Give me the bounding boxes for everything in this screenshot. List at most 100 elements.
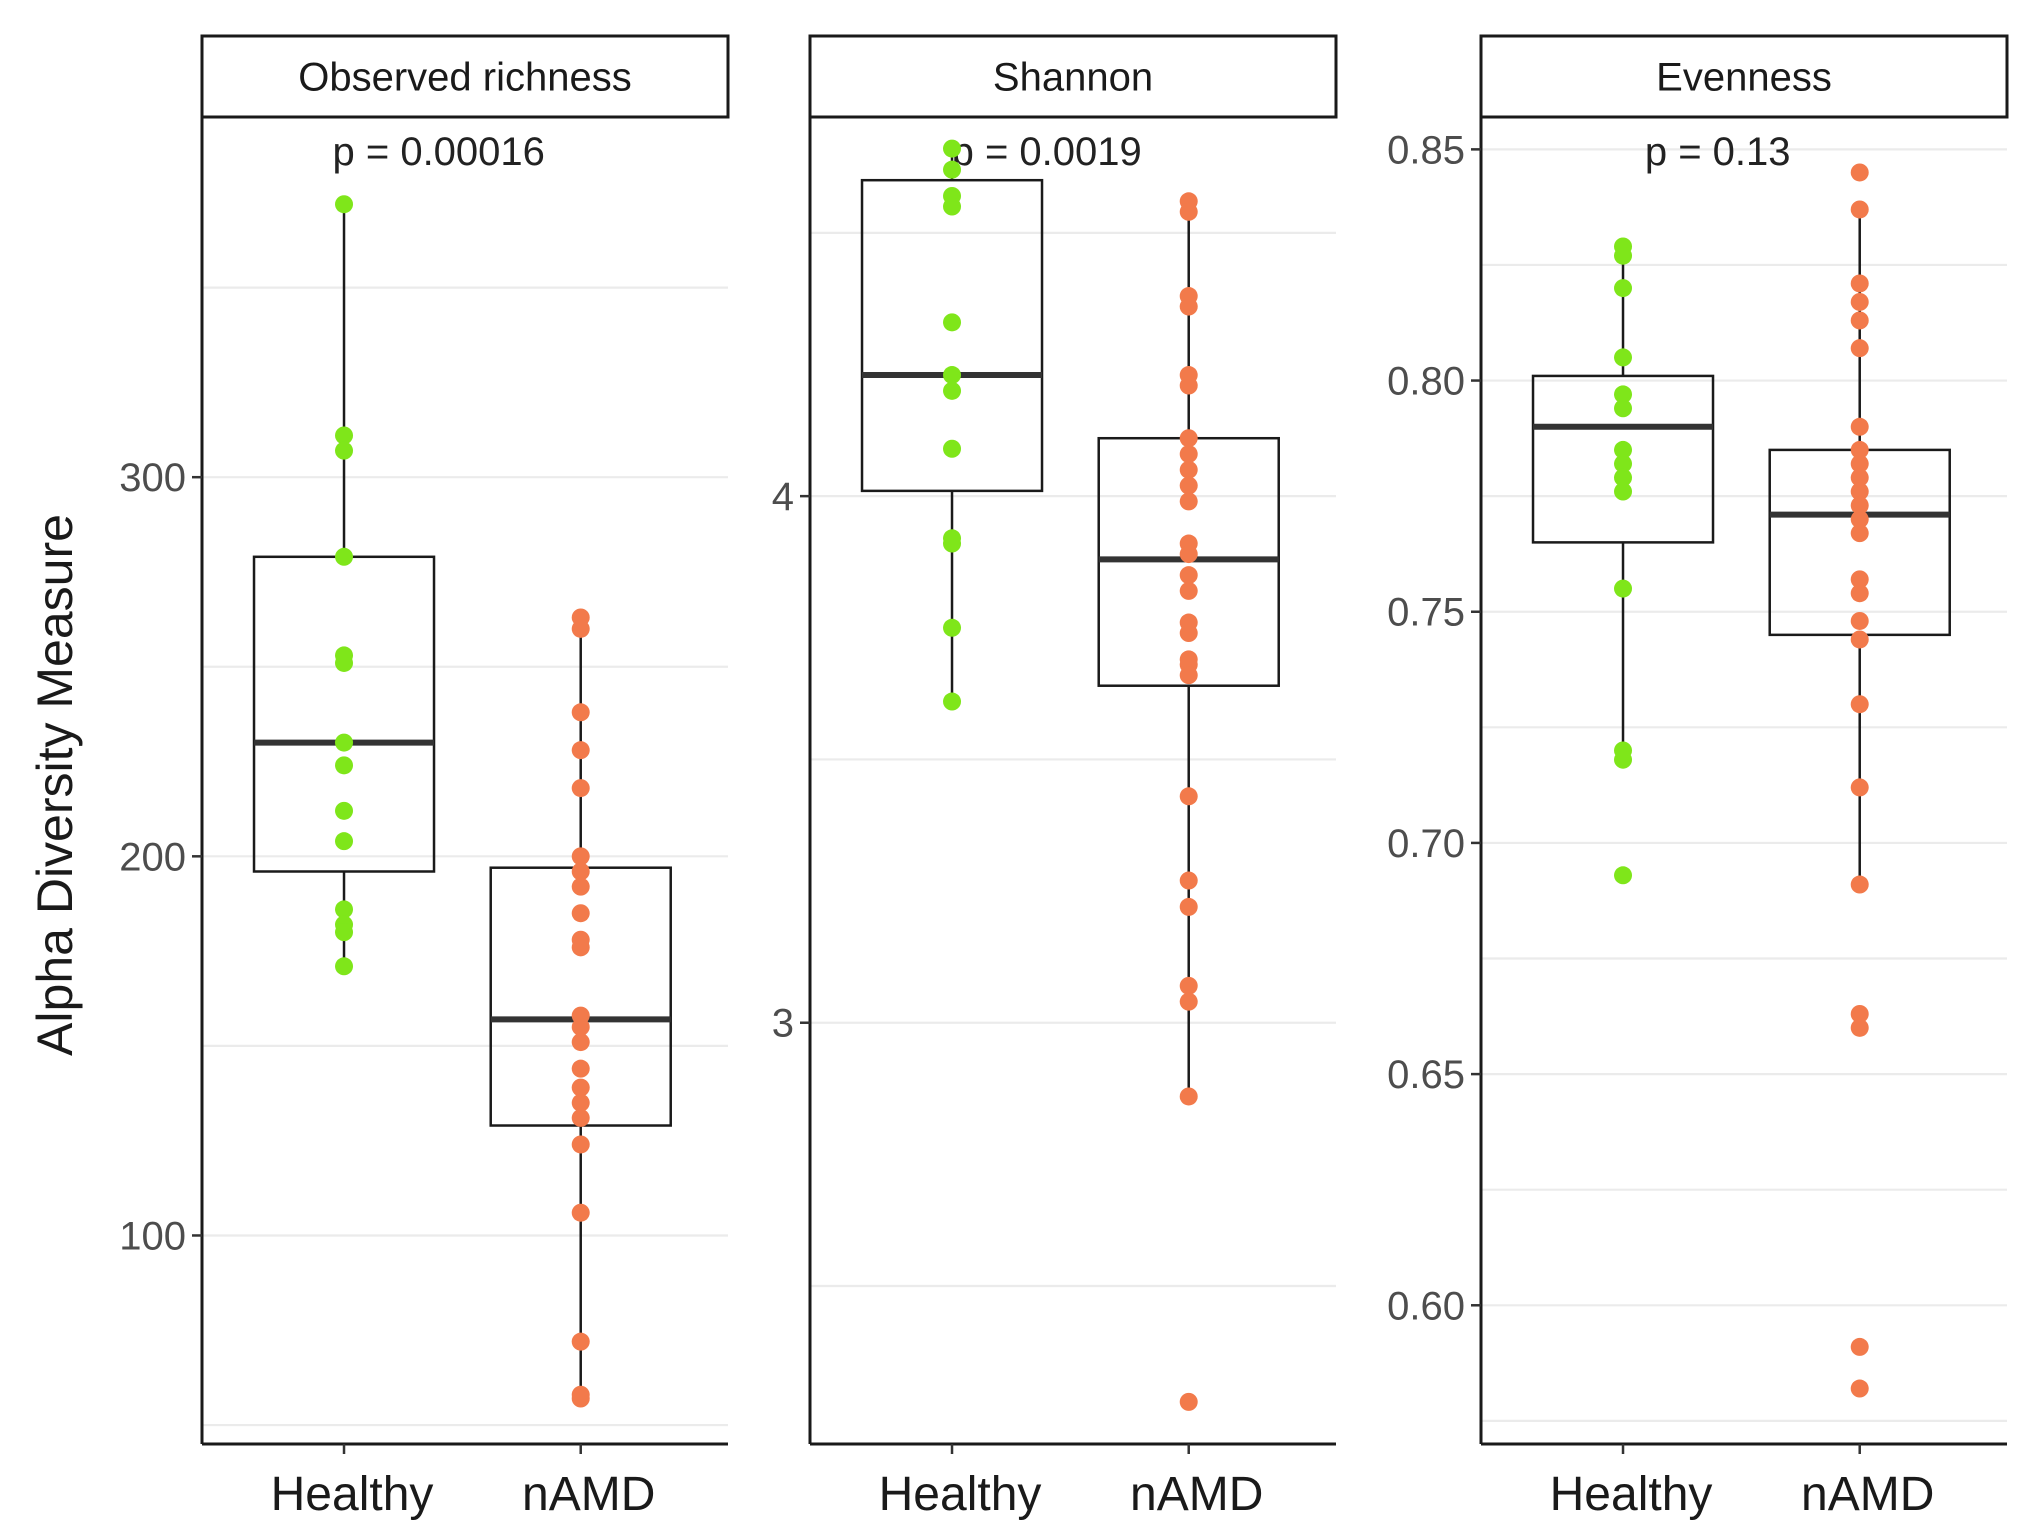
data-point bbox=[1850, 695, 1869, 714]
data-point bbox=[571, 938, 590, 957]
box-iqr bbox=[252, 555, 436, 873]
data-point bbox=[1179, 297, 1198, 316]
points-namd bbox=[571, 608, 590, 1408]
points-namd bbox=[1179, 192, 1198, 1411]
data-point bbox=[943, 160, 962, 179]
y-tick-label: 0.75 bbox=[1387, 591, 1465, 635]
x-tick-label: nAMD bbox=[1130, 1468, 1263, 1521]
facet-strip bbox=[200, 34, 730, 119]
box-healthy bbox=[860, 148, 1044, 702]
data-point bbox=[943, 534, 962, 553]
box-healthy bbox=[252, 204, 436, 967]
y-tick-label: 0.60 bbox=[1387, 1284, 1465, 1328]
data-point bbox=[1614, 279, 1633, 298]
panel-shannon: Shannon 3 4 Healthy nAMD p = 0.0019 bbox=[772, 34, 1338, 1521]
y-tick-label: 0.70 bbox=[1387, 822, 1465, 866]
data-point bbox=[571, 877, 590, 896]
box-iqr bbox=[1531, 374, 1715, 544]
data-point bbox=[335, 547, 354, 566]
data-point bbox=[1179, 624, 1198, 643]
data-point bbox=[943, 381, 962, 400]
box-iqr bbox=[860, 178, 1044, 493]
data-point bbox=[571, 1203, 590, 1222]
data-point bbox=[1614, 348, 1633, 367]
data-point bbox=[1850, 630, 1869, 649]
data-point bbox=[335, 756, 354, 775]
data-point bbox=[1850, 1379, 1869, 1398]
data-point bbox=[1850, 584, 1869, 603]
facet-strip bbox=[1479, 34, 2009, 119]
data-point bbox=[1179, 992, 1198, 1011]
x-tick-label: Healthy bbox=[1550, 1468, 1713, 1521]
data-point bbox=[335, 426, 354, 445]
data-point bbox=[1179, 492, 1198, 511]
data-point bbox=[335, 195, 354, 214]
data-point bbox=[1179, 545, 1198, 564]
data-point bbox=[1614, 454, 1633, 473]
x-tick-label: nAMD bbox=[522, 1468, 655, 1521]
data-point bbox=[1614, 482, 1633, 501]
data-point bbox=[1179, 460, 1198, 479]
y-axis-label: Alpha Diversity Measure bbox=[27, 514, 83, 1056]
gridlines bbox=[810, 231, 1336, 1288]
data-point bbox=[1850, 339, 1869, 358]
data-point bbox=[1850, 496, 1869, 515]
data-point bbox=[1850, 292, 1869, 311]
data-point bbox=[1850, 611, 1869, 630]
data-point bbox=[571, 1033, 590, 1052]
data-point bbox=[1179, 376, 1198, 395]
data-point bbox=[1179, 566, 1198, 585]
data-point bbox=[1179, 871, 1198, 890]
data-point bbox=[335, 733, 354, 752]
data-point bbox=[943, 618, 962, 637]
y-tick-label: 0.85 bbox=[1387, 128, 1465, 172]
y-tick-label: 4 bbox=[772, 475, 794, 519]
data-point bbox=[1850, 200, 1869, 219]
data-point bbox=[571, 1332, 590, 1351]
data-point bbox=[1850, 875, 1869, 894]
data-point bbox=[1850, 163, 1869, 182]
data-point bbox=[571, 1389, 590, 1408]
data-point bbox=[1179, 445, 1198, 464]
y-tick-label: 0.80 bbox=[1387, 360, 1465, 404]
data-point bbox=[1850, 440, 1869, 459]
data-point bbox=[1614, 385, 1633, 404]
data-point bbox=[571, 862, 590, 881]
y-tick-label: 3 bbox=[772, 1002, 794, 1046]
facet-strip bbox=[808, 34, 1338, 119]
data-point bbox=[335, 653, 354, 672]
data-point bbox=[943, 313, 962, 332]
x-tick-label: Healthy bbox=[879, 1468, 1042, 1521]
data-point bbox=[571, 779, 590, 798]
data-point bbox=[1614, 750, 1633, 769]
data-point bbox=[1179, 666, 1198, 685]
data-point bbox=[1614, 399, 1633, 418]
facet-title: Evenness bbox=[1656, 56, 1832, 100]
facet-title: Observed richness bbox=[298, 56, 631, 100]
data-point bbox=[1179, 976, 1198, 995]
data-point bbox=[571, 904, 590, 923]
data-point bbox=[1179, 897, 1198, 916]
data-point bbox=[943, 692, 962, 711]
p-value-label: p = 0.00016 bbox=[332, 130, 544, 174]
data-point bbox=[1614, 579, 1633, 598]
data-point bbox=[335, 441, 354, 460]
data-point bbox=[571, 1059, 590, 1078]
points-healthy bbox=[943, 139, 962, 711]
gridlines bbox=[1481, 148, 2007, 1422]
data-point bbox=[335, 900, 354, 919]
x-tick-label: nAMD bbox=[1801, 1468, 1934, 1521]
data-point bbox=[335, 923, 354, 942]
p-value-label: p = 0.0019 bbox=[952, 130, 1142, 174]
points-healthy bbox=[335, 195, 354, 976]
data-point bbox=[1614, 866, 1633, 885]
panel-evenness: Evenness 0.60 0.65 0.70 0.75 0.80 0.85 Healthy n… bbox=[1387, 34, 2009, 1521]
y-tick-label: 200 bbox=[119, 835, 186, 879]
data-point bbox=[1850, 510, 1869, 529]
data-point bbox=[1850, 1018, 1869, 1037]
points-healthy bbox=[1614, 237, 1633, 885]
data-point bbox=[571, 847, 590, 866]
data-point bbox=[1850, 482, 1869, 501]
data-point bbox=[335, 832, 354, 851]
